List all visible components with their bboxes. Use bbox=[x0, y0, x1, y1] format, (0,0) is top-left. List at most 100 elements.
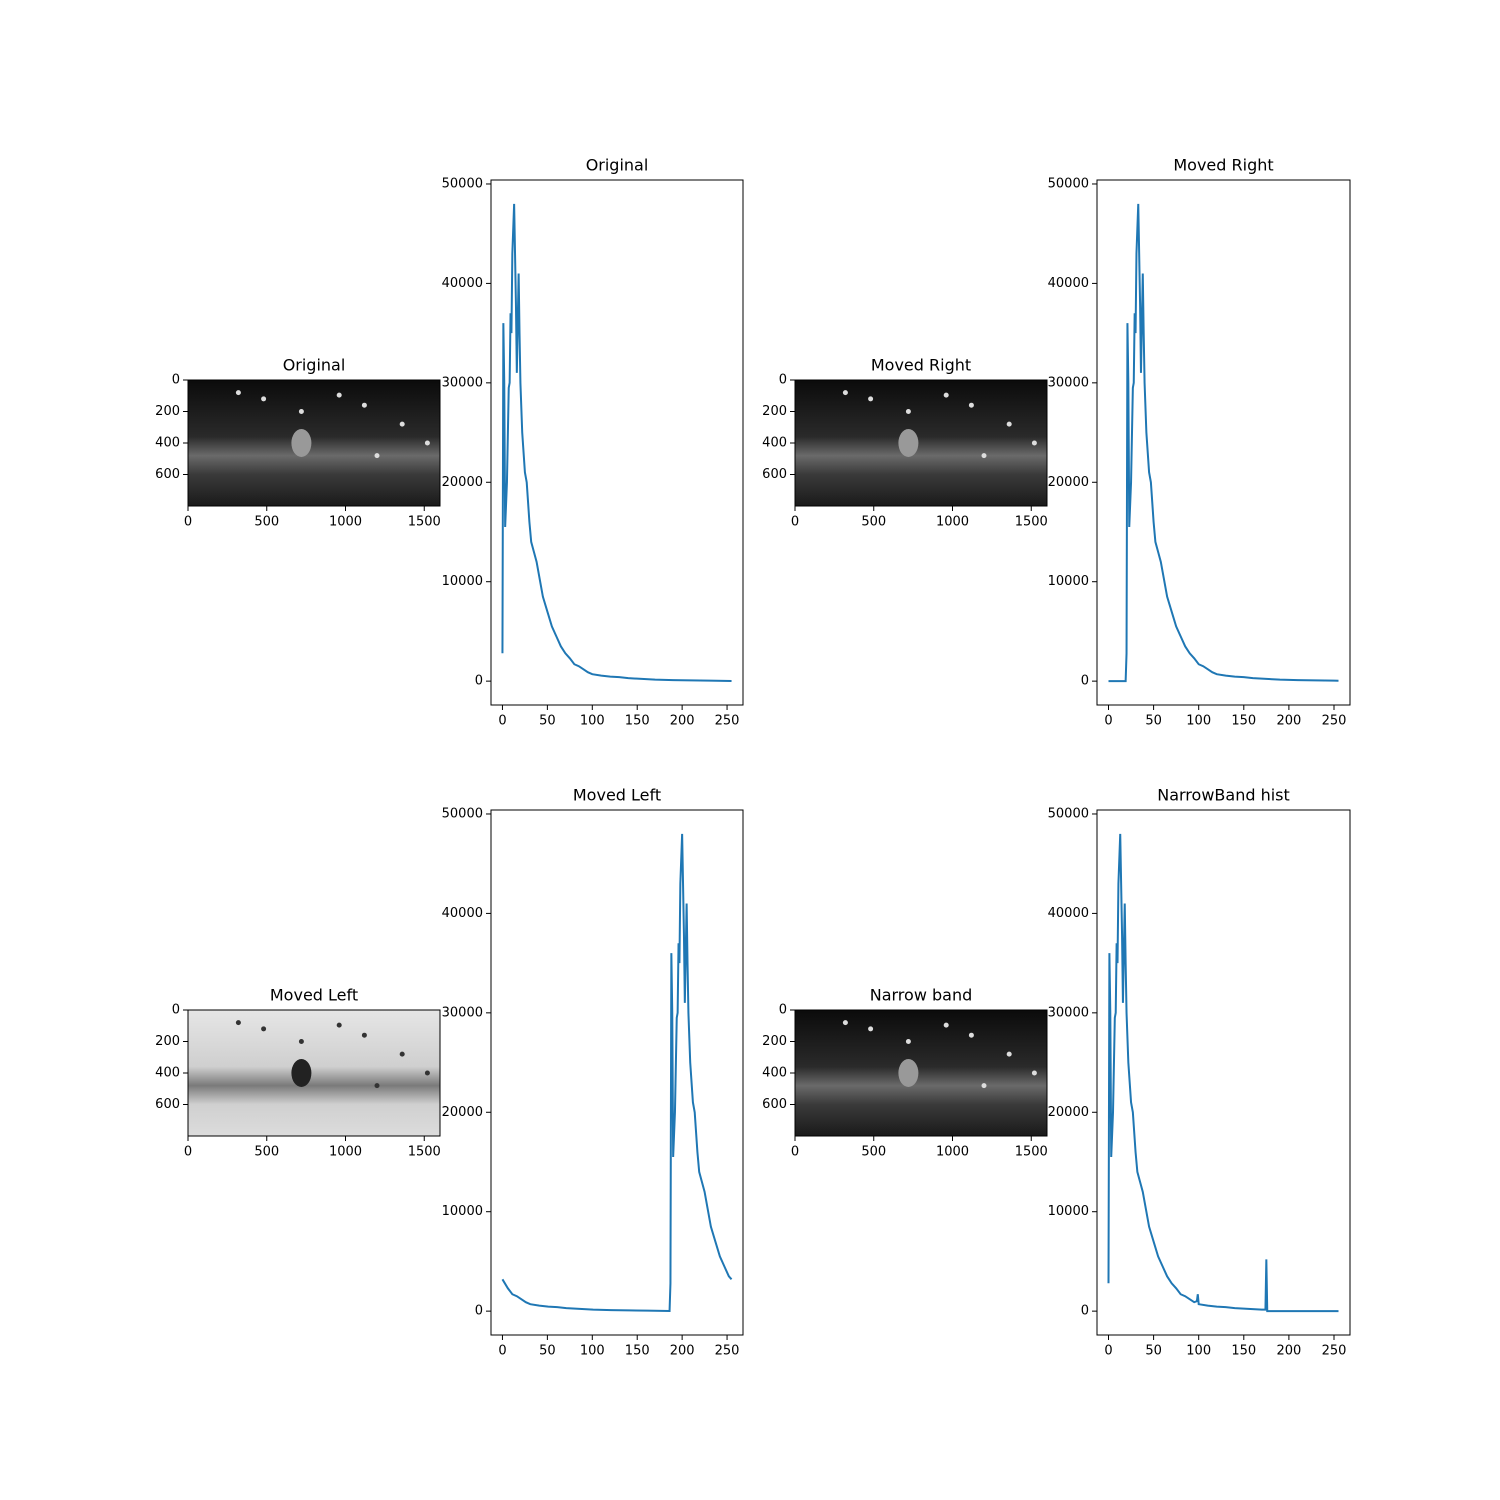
axes-frame bbox=[490, 809, 744, 1336]
y-tick-label: 0 bbox=[172, 1003, 180, 1018]
histogram-panel: 0 50 100 150 200 250 0 10000 20000 30000 40000 5000… bbox=[442, 156, 744, 729]
y-tick-label: 50000 bbox=[1048, 176, 1089, 191]
y-tick-label: 200 bbox=[155, 404, 180, 419]
y-tick-label: 20000 bbox=[442, 475, 483, 490]
x-tick-label: 100 bbox=[1186, 1344, 1211, 1359]
image-detail bbox=[981, 1083, 987, 1089]
image-detail bbox=[399, 421, 405, 427]
x-tick-label: 1000 bbox=[936, 515, 969, 530]
image bbox=[795, 1010, 1047, 1136]
image-panel: 0 500 1000 1500 0 200 400 600 Original bbox=[155, 356, 441, 530]
image-detail bbox=[868, 396, 874, 402]
y-tick-label: 10000 bbox=[442, 1204, 483, 1219]
y-tick-label: 0 bbox=[475, 674, 483, 689]
image-detail bbox=[399, 1051, 405, 1057]
image-detail bbox=[981, 453, 987, 459]
x-tick-label: 150 bbox=[625, 1344, 650, 1359]
x-tick-label: 1500 bbox=[408, 515, 441, 530]
x-tick-label: 150 bbox=[625, 714, 650, 729]
image-detail bbox=[336, 392, 342, 398]
image-detail bbox=[261, 396, 267, 402]
panel-title: Narrow band bbox=[870, 986, 973, 1005]
panel-title: Original bbox=[586, 156, 649, 175]
image-detail bbox=[424, 440, 430, 446]
panel-title: Moved Right bbox=[1173, 156, 1273, 175]
x-tick-label: 0 bbox=[791, 515, 799, 530]
image-detail bbox=[943, 1022, 949, 1028]
y-tick-label: 0 bbox=[779, 373, 787, 388]
y-tick-label: 400 bbox=[155, 1066, 180, 1081]
y-tick-label: 30000 bbox=[1048, 1005, 1089, 1020]
x-tick-label: 1500 bbox=[1015, 1145, 1048, 1160]
x-tick-label: 0 bbox=[498, 1344, 506, 1359]
x-tick-label: 250 bbox=[715, 1344, 740, 1359]
image-detail bbox=[336, 1022, 342, 1028]
x-tick-label: 200 bbox=[670, 714, 695, 729]
y-tick-label: 20000 bbox=[1048, 1105, 1089, 1120]
image-detail bbox=[361, 1032, 367, 1038]
x-tick-label: 50 bbox=[539, 1344, 556, 1359]
image-detail bbox=[235, 1020, 241, 1026]
x-tick-label: 1000 bbox=[329, 515, 362, 530]
axes-frame bbox=[490, 179, 744, 706]
x-tick-label: 500 bbox=[861, 515, 886, 530]
image-detail bbox=[943, 392, 949, 398]
y-tick-label: 200 bbox=[762, 1034, 787, 1049]
y-tick-label: 40000 bbox=[442, 906, 483, 921]
x-tick-label: 150 bbox=[1231, 1344, 1256, 1359]
x-tick-label: 1000 bbox=[329, 1145, 362, 1160]
image-detail bbox=[968, 1032, 974, 1038]
y-tick-label: 0 bbox=[1081, 674, 1089, 689]
image-detail bbox=[261, 1026, 267, 1032]
y-tick-label: 400 bbox=[155, 436, 180, 451]
y-tick-label: 10000 bbox=[1048, 574, 1089, 589]
x-tick-label: 0 bbox=[1104, 714, 1112, 729]
x-tick-label: 200 bbox=[1276, 714, 1301, 729]
y-tick-label: 400 bbox=[762, 1066, 787, 1081]
image-detail bbox=[374, 1083, 380, 1089]
x-tick-label: 1500 bbox=[1015, 515, 1048, 530]
y-tick-label: 200 bbox=[762, 404, 787, 419]
panel-title: Moved Left bbox=[270, 986, 358, 1005]
x-tick-label: 150 bbox=[1231, 714, 1256, 729]
image-detail bbox=[298, 409, 304, 414]
line bbox=[501, 203, 732, 682]
image-detail bbox=[1031, 1070, 1037, 1076]
y-tick-label: 20000 bbox=[442, 1105, 483, 1120]
histogram-panel: 0 50 100 150 200 250 0 10000 20000 30000 40000 5000… bbox=[442, 786, 744, 1359]
axes-frame bbox=[1096, 809, 1351, 1336]
y-tick-label: 0 bbox=[1081, 1304, 1089, 1319]
y-tick-label: 600 bbox=[762, 1097, 787, 1112]
line bbox=[1108, 203, 1339, 683]
x-tick-label: 0 bbox=[1104, 1344, 1112, 1359]
x-tick-label: 50 bbox=[1145, 1344, 1162, 1359]
image-detail bbox=[868, 1026, 874, 1032]
y-tick-label: 40000 bbox=[1048, 906, 1089, 921]
image bbox=[188, 1010, 440, 1136]
axes-frame bbox=[1096, 179, 1351, 706]
image-detail bbox=[842, 390, 848, 396]
image-detail bbox=[905, 1039, 911, 1044]
x-tick-label: 100 bbox=[580, 1344, 605, 1359]
x-tick-label: 1000 bbox=[936, 1145, 969, 1160]
x-tick-label: 250 bbox=[1322, 714, 1347, 729]
image-detail bbox=[1006, 1051, 1012, 1057]
image-panel: 0 500 1000 1500 0 200 400 600 Moved Right bbox=[762, 356, 1048, 530]
panel-title: NarrowBand hist bbox=[1157, 786, 1290, 805]
image-detail bbox=[235, 390, 241, 396]
x-tick-label: 0 bbox=[184, 515, 192, 530]
y-tick-label: 50000 bbox=[442, 806, 483, 821]
image-detail bbox=[905, 409, 911, 414]
y-tick-label: 20000 bbox=[1048, 475, 1089, 490]
image bbox=[188, 380, 440, 506]
image-panel: 0 500 1000 1500 0 200 400 600 Narrow band bbox=[762, 986, 1048, 1160]
x-tick-label: 500 bbox=[254, 1145, 279, 1160]
image-panel: 0 500 1000 1500 0 200 400 600 Moved Left bbox=[155, 986, 441, 1160]
histogram-panel: 0 50 100 150 200 250 0 10000 20000 30000 40000 5000… bbox=[1048, 156, 1351, 729]
y-tick-label: 30000 bbox=[442, 375, 483, 390]
y-tick-label: 30000 bbox=[442, 1005, 483, 1020]
y-tick-label: 0 bbox=[475, 1304, 483, 1319]
x-tick-label: 100 bbox=[580, 714, 605, 729]
